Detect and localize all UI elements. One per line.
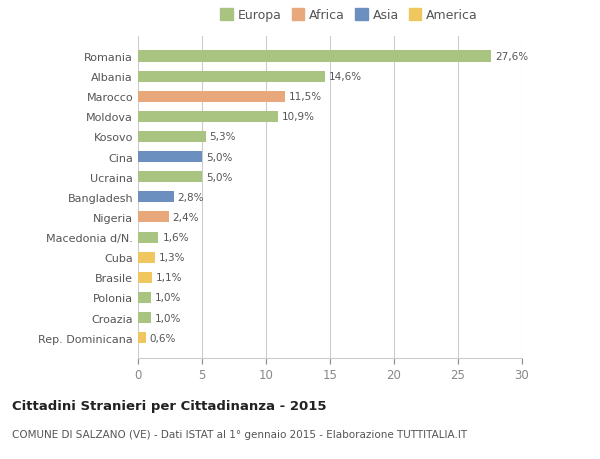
Bar — [138, 252, 155, 263]
Bar — [138, 132, 206, 143]
Text: 27,6%: 27,6% — [495, 52, 528, 62]
Bar — [138, 272, 152, 283]
Text: 0,6%: 0,6% — [149, 333, 176, 343]
Text: 2,8%: 2,8% — [178, 192, 204, 202]
Bar — [138, 91, 285, 102]
Bar — [138, 292, 151, 303]
Text: 2,4%: 2,4% — [173, 213, 199, 223]
Bar — [138, 112, 278, 123]
Bar — [138, 51, 491, 62]
Bar — [138, 232, 158, 243]
Bar — [138, 192, 174, 203]
Text: 1,0%: 1,0% — [155, 313, 181, 323]
Text: 11,5%: 11,5% — [289, 92, 322, 102]
Text: Cittadini Stranieri per Cittadinanza - 2015: Cittadini Stranieri per Cittadinanza - 2… — [12, 399, 326, 412]
Text: 5,0%: 5,0% — [206, 152, 232, 162]
Bar — [138, 312, 151, 323]
Bar — [138, 72, 325, 83]
Bar — [138, 332, 146, 343]
Bar — [138, 212, 169, 223]
Text: 14,6%: 14,6% — [329, 72, 362, 82]
Bar — [138, 172, 202, 183]
Text: 10,9%: 10,9% — [281, 112, 314, 122]
Text: COMUNE DI SALZANO (VE) - Dati ISTAT al 1° gennaio 2015 - Elaborazione TUTTITALIA: COMUNE DI SALZANO (VE) - Dati ISTAT al 1… — [12, 429, 467, 439]
Text: 1,6%: 1,6% — [163, 233, 189, 242]
Text: 5,0%: 5,0% — [206, 172, 232, 182]
Text: 5,3%: 5,3% — [209, 132, 236, 142]
Text: 1,1%: 1,1% — [156, 273, 182, 283]
Text: 1,0%: 1,0% — [155, 293, 181, 303]
Legend: Europa, Africa, Asia, America: Europa, Africa, Asia, America — [215, 4, 483, 27]
Text: 1,3%: 1,3% — [158, 252, 185, 263]
Bar — [138, 151, 202, 163]
